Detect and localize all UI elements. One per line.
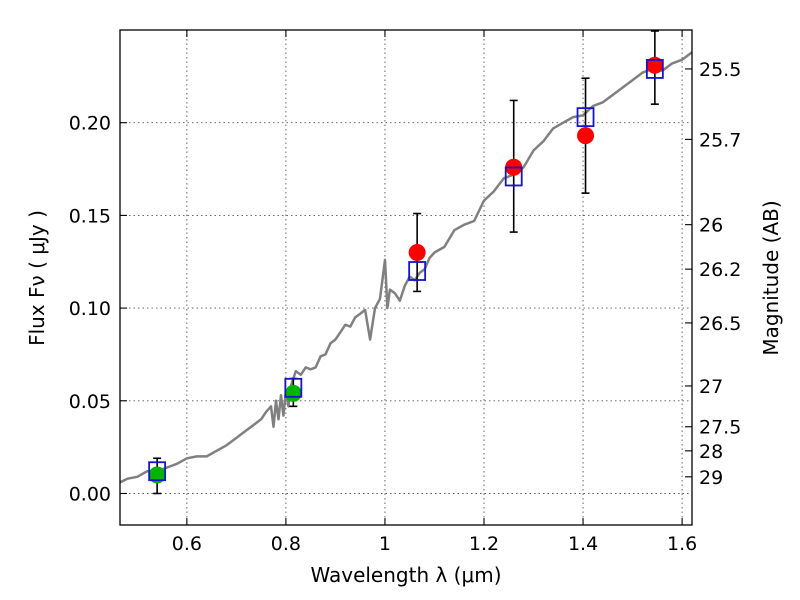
right-tick-label: 29 <box>699 467 723 489</box>
y-tick-label: 0.10 <box>69 298 111 320</box>
model-box-layer <box>148 59 664 482</box>
y-tick-label: 0.20 <box>69 113 111 135</box>
right-tick-label: 26 <box>699 215 723 237</box>
model-box <box>645 59 664 79</box>
x-tick-label: 0.6 <box>172 533 202 555</box>
right-tick-label: 27 <box>699 376 723 398</box>
x-tick-label: 1.4 <box>568 533 598 555</box>
data-point <box>408 243 426 261</box>
x-axis-label: Wavelength λ (μm) <box>310 563 501 587</box>
model-box <box>408 261 427 281</box>
x-tick-label: 1.2 <box>469 533 499 555</box>
point-layer <box>148 56 664 484</box>
right-axis-label: Magnitude (AB) <box>759 200 783 355</box>
right-tick-label: 28 <box>699 441 723 463</box>
spectrum-line <box>119 51 693 484</box>
model-box <box>576 107 595 128</box>
x-tick-label: 1.6 <box>667 533 697 555</box>
y-tick-label: 0.00 <box>69 483 111 505</box>
plot-frame <box>119 29 693 526</box>
y-tick-label: 0.05 <box>69 391 111 413</box>
right-tick-label: 26.5 <box>699 313 741 335</box>
right-tick-label: 27.5 <box>699 417 741 439</box>
data-point <box>577 127 595 145</box>
x-tick-label: 1 <box>379 533 391 555</box>
x-tick-label: 0.8 <box>271 533 301 555</box>
model-box <box>148 461 167 482</box>
right-tick-label: 26.2 <box>699 259 741 281</box>
errorbar-layer <box>153 30 659 495</box>
y-axis-label: Flux Fν ( μJy ) <box>25 210 49 346</box>
model-box <box>504 166 523 187</box>
grid-layer <box>120 30 692 525</box>
right-tick-label: 25.7 <box>699 129 741 151</box>
right-tick-label: 25.5 <box>699 59 741 81</box>
tick-layer: 0.6 0.8 1 1.2 1.4 1.6 0.00 0.05 0.10 0.15 0.20 25.5… <box>69 30 741 555</box>
model-box <box>284 377 303 398</box>
data-point <box>284 384 302 402</box>
y-tick-label: 0.15 <box>69 205 111 227</box>
